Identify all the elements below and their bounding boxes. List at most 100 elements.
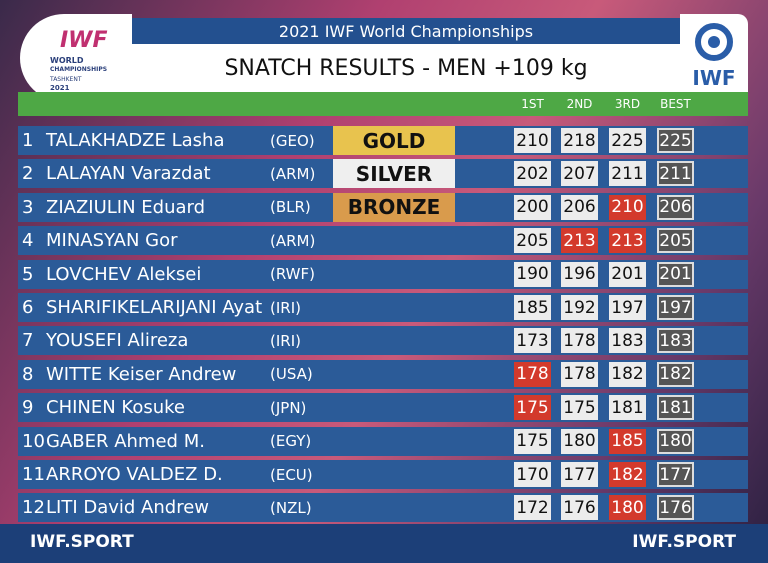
- best-result: 177: [657, 462, 694, 487]
- attempt-failed: 213: [609, 228, 646, 254]
- footer-right: IWF.SPORT: [632, 532, 736, 552]
- title-bar: SNATCH RESULTS - MEN +109 kg: [132, 44, 680, 92]
- rank: 5: [22, 263, 34, 285]
- athlete-name: LALAYAN Varazdat: [46, 163, 211, 185]
- attempt-failed: 182: [609, 462, 646, 487]
- rank: 12: [22, 497, 45, 519]
- nation: (ARM): [270, 164, 316, 183]
- athlete-name: LOVCHEV Aleksei: [46, 263, 202, 285]
- nation: (NZL): [270, 498, 312, 517]
- logo-icon: [695, 23, 733, 61]
- nation: (JPN): [270, 398, 307, 417]
- attempt-good: 177: [561, 462, 598, 487]
- rank: 7: [22, 330, 34, 352]
- logo-mark: IWF: [60, 28, 108, 53]
- attempt-good: 178: [561, 361, 598, 387]
- attempt-good: 173: [514, 328, 551, 354]
- right-logo-bg: IWF: [680, 14, 748, 102]
- best-result: 205: [657, 228, 694, 254]
- footer-left: IWF.SPORT: [30, 532, 134, 552]
- attempt-good: 218: [561, 128, 598, 153]
- nation: (ECU): [270, 465, 313, 484]
- nation: (USA): [270, 365, 313, 384]
- attempt-good: 225: [609, 128, 646, 153]
- best-result: 211: [657, 161, 694, 187]
- athlete-name: SHARIFIKELARIJANI Ayat: [46, 297, 263, 318]
- logo-text: WORLD: [50, 56, 84, 65]
- medal: SILVER: [333, 159, 455, 189]
- rank: 6: [22, 297, 34, 318]
- nation: (ARM): [270, 231, 316, 250]
- attempt-good: 192: [561, 295, 598, 320]
- logo-text: 2021: [50, 84, 70, 92]
- nation: (GEO): [270, 131, 315, 150]
- attempt-failed: 180: [609, 495, 646, 521]
- attempt-good: 200: [514, 194, 551, 220]
- attempt-failed: 178: [514, 361, 551, 387]
- best-result: 183: [657, 328, 694, 354]
- attempt-good: 180: [561, 428, 598, 454]
- attempt-failed: 185: [609, 428, 646, 454]
- attempt-good: 197: [609, 295, 646, 320]
- athlete-name: GABER Ahmed M.: [46, 430, 205, 452]
- attempt-good: 185: [514, 295, 551, 320]
- column-header: 1ST: [521, 97, 544, 111]
- rank: 9: [22, 397, 34, 419]
- logo-text: CHAMPIONSHIPS: [50, 66, 108, 73]
- attempt-good: 211: [609, 161, 646, 187]
- best-result: 197: [657, 295, 694, 320]
- attempt-good: 175: [514, 428, 551, 454]
- logo-text: TASHKENT: [50, 76, 82, 83]
- event-bar: 2021 IWF World Championships: [132, 18, 680, 44]
- nation: (RWF): [270, 265, 315, 284]
- attempt-good: 176: [561, 495, 598, 521]
- best-result: 181: [657, 395, 694, 421]
- attempt-good: 202: [514, 161, 551, 187]
- column-header-bar: [18, 92, 748, 116]
- title: SNATCH RESULTS - MEN +109 kg: [224, 55, 588, 81]
- nation: (IRI): [270, 331, 301, 350]
- athlete-name: CHINEN Kosuke: [46, 397, 185, 419]
- attempt-good: 205: [514, 228, 551, 254]
- column-header: BEST: [660, 97, 691, 111]
- attempt-good: 170: [514, 462, 551, 487]
- attempt-failed: 175: [514, 395, 551, 421]
- logo-text: IWF: [692, 66, 736, 90]
- attempt-good: 182: [609, 361, 646, 387]
- attempt-good: 190: [514, 261, 551, 287]
- athlete-name: LITI David Andrew: [46, 497, 210, 519]
- athlete-name: WITTE Keiser Andrew: [46, 363, 237, 385]
- attempt-good: 210: [514, 128, 551, 153]
- best-result: 201: [657, 261, 694, 287]
- attempt-failed: 213: [561, 228, 598, 254]
- attempt-good: 201: [609, 261, 646, 287]
- rank: 10: [22, 430, 45, 452]
- rank: 1: [22, 130, 34, 151]
- left-logo-bg: IWF WORLD CHAMPIONSHIPS TASHKENT 2021: [20, 14, 132, 102]
- attempt-good: 206: [561, 194, 598, 220]
- nation: (IRI): [270, 298, 301, 317]
- rank: 11: [22, 464, 45, 485]
- athlete-name: ARROYO VALDEZ D.: [46, 464, 223, 485]
- rank: 8: [22, 363, 34, 385]
- attempt-good: 181: [609, 395, 646, 421]
- attempt-good: 207: [561, 161, 598, 187]
- rank: 2: [22, 163, 34, 185]
- attempt-good: 196: [561, 261, 598, 287]
- footer: IWF.SPORT IWF.SPORT: [0, 524, 768, 563]
- nation: (EGY): [270, 432, 312, 451]
- attempt-good: 172: [514, 495, 551, 521]
- athlete-name: TALAKHADZE Lasha: [46, 130, 225, 151]
- athlete-name: ZIAZIULIN Eduard: [46, 196, 206, 218]
- athlete-name: MINASYAN Gor: [46, 230, 178, 252]
- nation: (BLR): [270, 198, 311, 217]
- column-header: 2ND: [566, 97, 593, 111]
- event: 2021 IWF World Championships: [278, 21, 534, 41]
- attempt-good: 178: [561, 328, 598, 354]
- medal: GOLD: [333, 126, 455, 155]
- best-result: 225: [657, 128, 694, 153]
- attempt-good: 175: [561, 395, 598, 421]
- attempt-failed: 210: [609, 194, 646, 220]
- attempt-good: 183: [609, 328, 646, 354]
